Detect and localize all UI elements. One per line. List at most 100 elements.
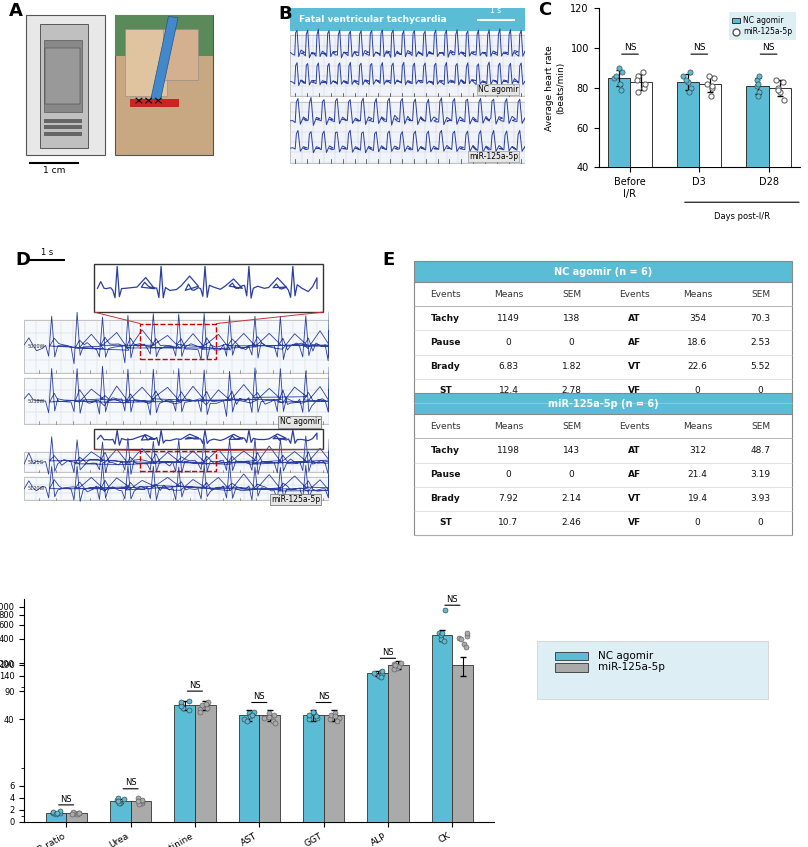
Text: miR-125a-5p: miR-125a-5p [469, 152, 518, 161]
Text: 1 s: 1 s [490, 6, 502, 14]
Point [175, 697, 187, 711]
Text: 5038W: 5038W [27, 399, 44, 403]
Point [637, 65, 650, 79]
Text: B: B [279, 5, 292, 24]
Point [238, 712, 250, 726]
Point [133, 797, 145, 811]
Bar [150, 16, 178, 104]
Point [310, 711, 323, 724]
FancyBboxPatch shape [414, 261, 792, 282]
Text: VF: VF [628, 518, 641, 528]
Bar [555, 651, 587, 661]
Point [772, 81, 785, 95]
Point [612, 61, 625, 75]
Text: miR-125a-5p: miR-125a-5p [599, 662, 665, 672]
Text: AF: AF [628, 470, 641, 479]
Text: SEM: SEM [562, 290, 581, 299]
Point [247, 705, 260, 718]
Text: VT: VT [628, 363, 641, 371]
Bar [140, 324, 217, 359]
Point [638, 81, 650, 95]
Bar [768, 88, 791, 246]
Point [136, 796, 149, 810]
Point [135, 794, 148, 807]
Text: 0: 0 [758, 518, 764, 528]
Point [323, 712, 336, 726]
Text: 3.19: 3.19 [751, 470, 771, 479]
Text: 0: 0 [506, 470, 511, 479]
Text: SEM: SEM [751, 422, 770, 431]
Bar [95, 429, 323, 449]
Point [751, 79, 764, 92]
Point [706, 81, 719, 95]
Point [332, 711, 345, 724]
Text: 18.6: 18.6 [688, 338, 708, 347]
Point [434, 628, 447, 642]
Bar [747, 86, 768, 246]
Point [455, 632, 468, 645]
Point [684, 65, 696, 79]
Text: Days post-I/R: Days post-I/R [714, 212, 770, 221]
Point [437, 634, 450, 648]
Text: VF: VF [628, 386, 641, 396]
Point [136, 793, 149, 806]
Text: 5120W: 5120W [27, 486, 44, 491]
Point [639, 77, 652, 91]
Text: NS: NS [189, 681, 200, 689]
Text: ST: ST [439, 518, 452, 528]
Bar [44, 125, 82, 129]
Point [610, 69, 623, 83]
Point [390, 662, 403, 675]
Text: 21.4: 21.4 [688, 470, 708, 479]
Text: 1 cm: 1 cm [43, 167, 65, 175]
Point [70, 807, 83, 821]
Bar [555, 662, 587, 672]
Bar [44, 40, 82, 112]
Text: 3.93: 3.93 [751, 495, 771, 503]
Bar [175, 706, 195, 822]
Point [773, 85, 786, 98]
Text: 1.82: 1.82 [562, 363, 582, 371]
Point [776, 75, 789, 89]
Text: 138: 138 [563, 314, 580, 323]
Point [302, 712, 315, 726]
Text: Pause: Pause [430, 338, 461, 347]
Text: 0: 0 [506, 338, 511, 347]
Bar [95, 263, 323, 312]
Point [387, 662, 400, 676]
Text: NS: NS [447, 595, 458, 604]
Text: NS: NS [693, 43, 705, 53]
Text: VT: VT [628, 495, 641, 503]
Point [262, 710, 275, 723]
Text: NS: NS [61, 795, 72, 804]
Bar [259, 716, 280, 822]
Point [682, 75, 695, 89]
Point [701, 77, 713, 91]
Point [614, 77, 627, 91]
Point [684, 81, 697, 95]
Point [436, 627, 448, 640]
Point [457, 637, 470, 650]
Text: 1149: 1149 [497, 314, 520, 323]
Text: NC agomir (n = 6): NC agomir (n = 6) [553, 267, 652, 277]
Text: 5121G: 5121G [27, 460, 44, 464]
Text: 5030W: 5030W [27, 344, 44, 349]
Point [201, 701, 214, 715]
Text: AF: AF [628, 338, 641, 347]
Point [110, 794, 123, 807]
Text: 19.4: 19.4 [688, 495, 708, 503]
Bar [140, 451, 217, 471]
Bar [40, 25, 88, 148]
Point [112, 791, 124, 805]
Text: Events: Events [619, 290, 650, 299]
Text: AT: AT [629, 446, 641, 455]
Text: Means: Means [683, 290, 712, 299]
Point [51, 805, 64, 819]
Text: ST: ST [439, 386, 452, 396]
Point [113, 796, 126, 810]
Point [772, 83, 785, 97]
Bar [699, 84, 722, 246]
Point [434, 632, 447, 645]
Text: Tachy: Tachy [431, 446, 460, 455]
Bar [630, 82, 652, 246]
